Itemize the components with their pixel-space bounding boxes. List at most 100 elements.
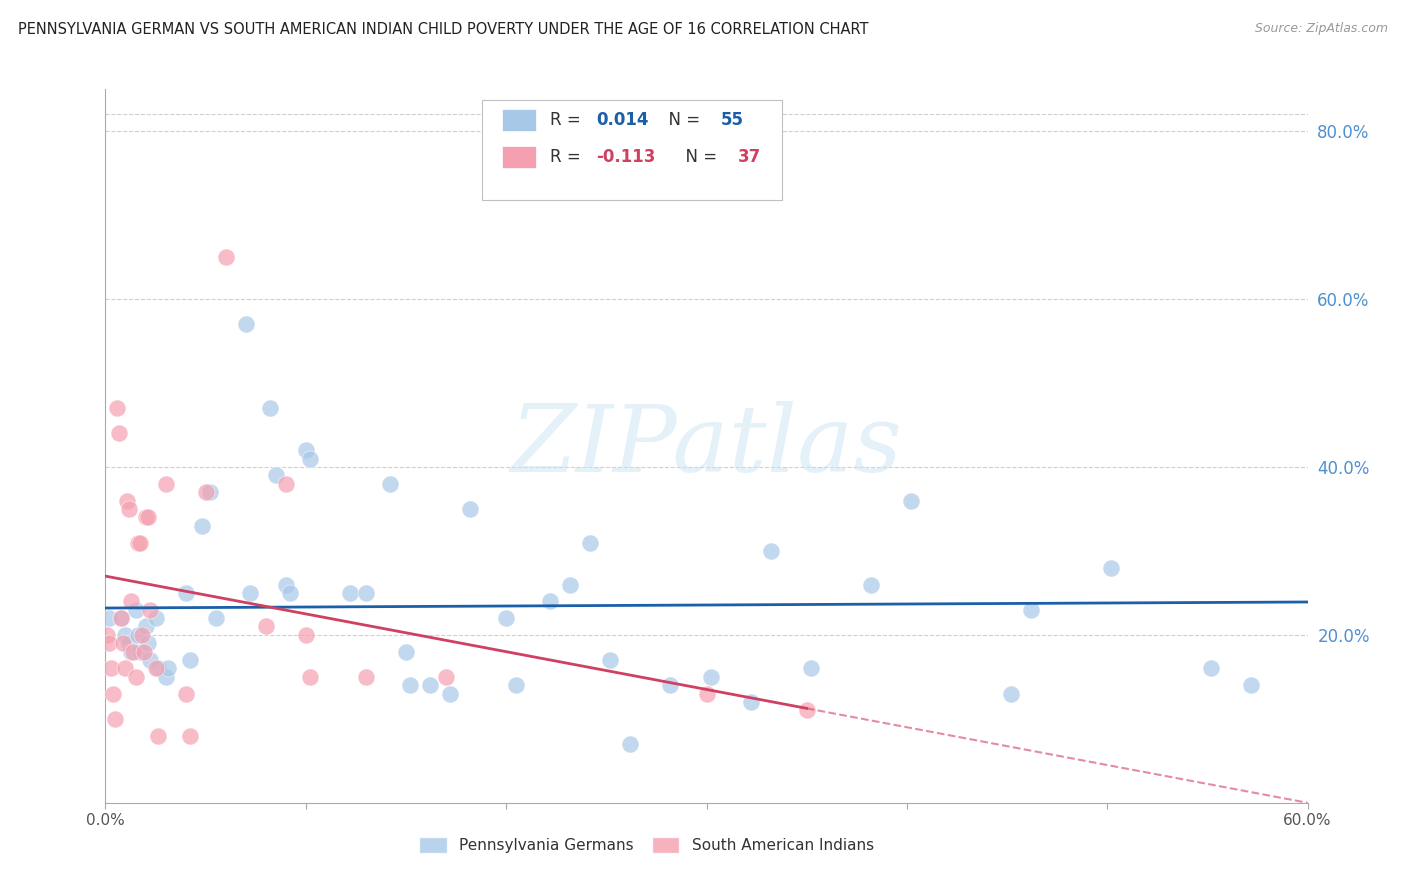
Point [659, 678, 682, 692]
Point [138, 603, 160, 617]
Point [100, 661, 122, 675]
Point [579, 535, 602, 549]
Point [235, 318, 257, 332]
Point [127, 628, 149, 642]
FancyBboxPatch shape [502, 146, 536, 168]
Point [136, 510, 159, 524]
Text: R =: R = [550, 148, 586, 166]
Point [121, 594, 143, 608]
FancyBboxPatch shape [502, 109, 536, 130]
Point [1099, 560, 1122, 574]
Point [128, 535, 150, 549]
Point [239, 586, 262, 600]
Point [98, 636, 121, 650]
Point [696, 687, 718, 701]
Point [98, 611, 121, 625]
Point [179, 729, 201, 743]
Text: 37: 37 [738, 148, 761, 166]
Point [439, 687, 461, 701]
Point [128, 645, 150, 659]
Point [800, 661, 823, 675]
Point [538, 594, 561, 608]
Point [146, 729, 169, 743]
Point [124, 603, 146, 617]
Point [174, 586, 197, 600]
Point [145, 611, 167, 625]
Text: 55: 55 [721, 111, 744, 128]
Text: 0.014: 0.014 [596, 111, 648, 128]
Point [174, 687, 197, 701]
Point [135, 510, 157, 524]
Point [354, 586, 377, 600]
Point [96, 628, 118, 642]
Text: PENNSYLVANIA GERMAN VS SOUTH AMERICAN INDIAN CHILD POVERTY UNDER THE AGE OF 16 C: PENNSYLVANIA GERMAN VS SOUTH AMERICAN IN… [18, 22, 869, 37]
Point [619, 737, 641, 751]
Point [127, 535, 149, 549]
Point [117, 493, 139, 508]
Point [599, 653, 621, 667]
Point [1019, 603, 1042, 617]
Point [1201, 661, 1223, 675]
Text: N =: N = [658, 111, 706, 128]
Point [419, 678, 441, 692]
Point [145, 661, 167, 675]
Point [138, 653, 160, 667]
Point [155, 476, 177, 491]
Point [108, 426, 131, 441]
Point [434, 670, 457, 684]
Text: ZIPatlas: ZIPatlas [510, 401, 903, 491]
Point [378, 476, 401, 491]
Point [495, 611, 517, 625]
Text: -0.113: -0.113 [596, 148, 655, 166]
Point [104, 712, 127, 726]
Point [136, 636, 159, 650]
Point [179, 653, 201, 667]
Point [103, 687, 125, 701]
Point [295, 443, 318, 458]
Point [114, 628, 136, 642]
Point [900, 493, 922, 508]
Point [114, 661, 136, 675]
Point [264, 468, 287, 483]
Point [121, 645, 143, 659]
Point [859, 577, 882, 591]
Point [354, 670, 377, 684]
Point [274, 476, 297, 491]
Point [110, 611, 132, 625]
Point [135, 619, 157, 633]
Text: R =: R = [550, 111, 586, 128]
Point [505, 678, 527, 692]
Point [118, 636, 141, 650]
Point [190, 518, 212, 533]
Point [796, 703, 818, 717]
Point [740, 695, 762, 709]
Point [1240, 678, 1263, 692]
Point [118, 502, 141, 516]
Point [214, 250, 236, 264]
Point [395, 645, 418, 659]
Point [458, 502, 481, 516]
Point [699, 670, 721, 684]
Text: Source: ZipAtlas.com: Source: ZipAtlas.com [1254, 22, 1388, 36]
Legend: Pennsylvania Germans, South American Indians: Pennsylvania Germans, South American Ind… [413, 831, 880, 859]
Point [298, 451, 321, 466]
Point [155, 670, 177, 684]
Point [146, 661, 169, 675]
FancyBboxPatch shape [482, 100, 782, 200]
Point [122, 645, 145, 659]
Point [198, 485, 221, 500]
Point [259, 401, 281, 416]
Point [107, 401, 129, 416]
Point [560, 577, 582, 591]
Point [298, 670, 321, 684]
Point [194, 485, 217, 500]
Point [132, 645, 155, 659]
Point [278, 586, 301, 600]
Point [295, 628, 318, 642]
Point [339, 586, 361, 600]
Point [204, 611, 226, 625]
Point [156, 661, 179, 675]
Point [274, 577, 297, 591]
Point [112, 636, 135, 650]
Point [124, 670, 146, 684]
